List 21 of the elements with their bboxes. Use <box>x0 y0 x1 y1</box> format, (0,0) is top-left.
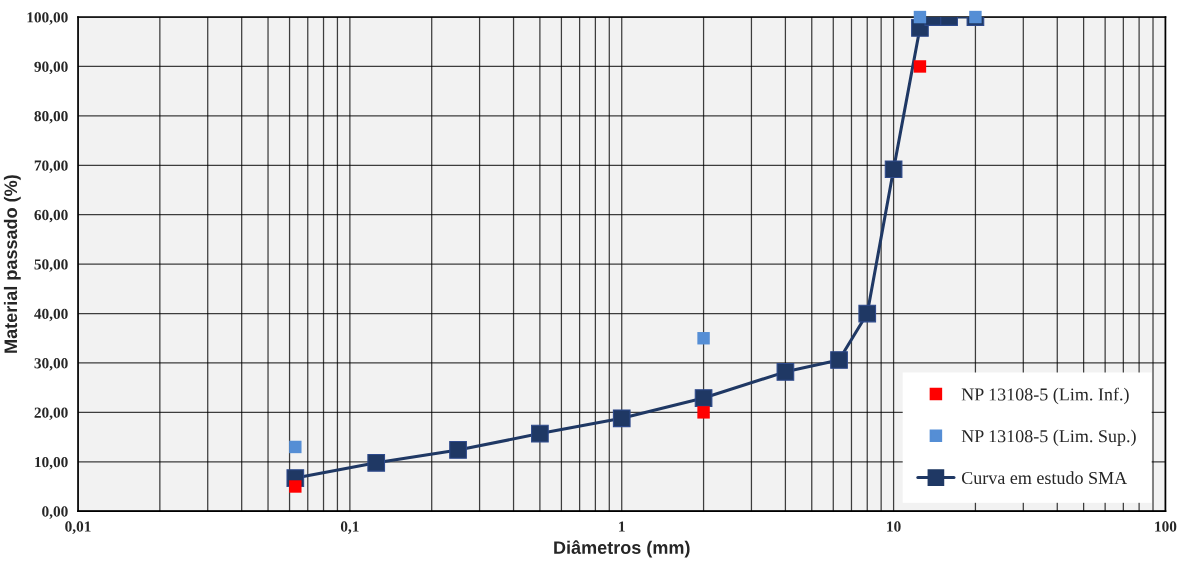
y-tick-label: 0,00 <box>42 506 68 519</box>
y-tick-label: 80,00 <box>34 111 68 124</box>
y-tick-label: 50,00 <box>34 259 68 272</box>
legend-label: NP 13108-5 (Lim. Sup.) <box>961 429 1136 446</box>
y-tick-label: 30,00 <box>34 358 68 371</box>
x-tick-label: 1 <box>619 521 625 532</box>
y-tick-label: 20,00 <box>34 407 68 421</box>
x-tick-label: 100 <box>1155 521 1177 532</box>
y-tick-label: 70,00 <box>34 160 68 173</box>
y-tick-label: 40,00 <box>34 308 68 322</box>
y-tick-label: 90,00 <box>34 61 68 75</box>
y-tick-label: 100,00 <box>27 12 68 25</box>
legend-label: NP 13108-5 (Lim. Inf.) <box>961 387 1129 405</box>
legend-label: Curva em estudo SMA <box>961 471 1128 485</box>
x-tick-label: 0,01 <box>65 521 91 534</box>
x-tick-label: 10 <box>887 521 901 532</box>
x-axis-title: Diâmetros (mm) <box>554 540 690 558</box>
y-tick-label: 10,00 <box>35 456 68 470</box>
x-tick-label: 0,1 <box>340 521 359 534</box>
y-axis-title: Material passado (%) <box>3 175 21 353</box>
y-tick-label: 60,00 <box>34 209 68 223</box>
